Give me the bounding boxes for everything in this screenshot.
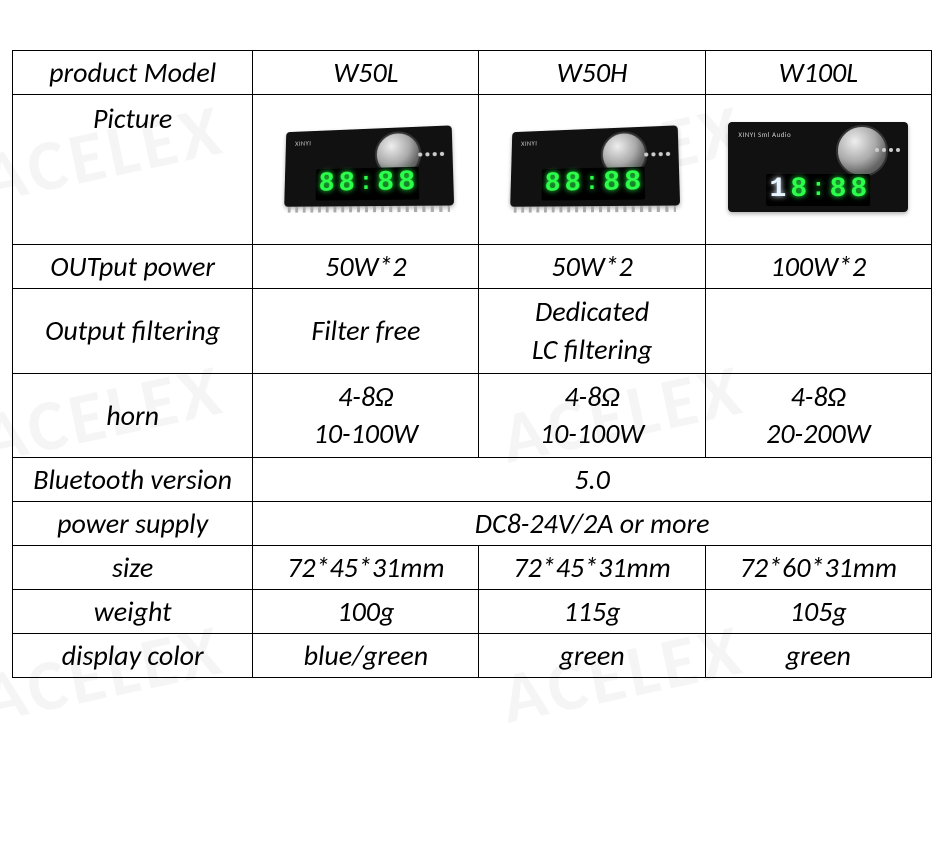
cell-value-merged: DC8-24V/2A or more xyxy=(253,502,932,546)
row-label: display color xyxy=(13,634,253,678)
led-display: 88:88 xyxy=(315,166,418,200)
cell-value: 105g xyxy=(705,590,931,634)
cell-value: 115g xyxy=(479,590,705,634)
led-display: 18:88 xyxy=(767,174,871,206)
device-w100l: XINYI Sml Audio 18:88 xyxy=(728,122,908,212)
row-label: horn xyxy=(13,373,253,458)
picture-w50l: XINYI 88:88 xyxy=(253,95,479,245)
table-row-header: product Model W50L W50H W100L xyxy=(13,51,932,95)
device-brand: XINYI Sml Audio xyxy=(738,130,791,139)
row-label: power supply xyxy=(13,502,253,546)
header-label: product Model xyxy=(13,51,253,95)
pins-icon xyxy=(288,205,450,212)
picture-label: Picture xyxy=(13,95,253,245)
cell-value: blue/green xyxy=(253,634,479,678)
row-label: Bluetooth version xyxy=(13,458,253,502)
header-w50l: W50L xyxy=(253,51,479,95)
device-w50l: XINYI 88:88 xyxy=(281,128,451,206)
cell-value: green xyxy=(705,634,931,678)
table-row-weight: weight 100g 115g 105g xyxy=(13,590,932,634)
pins-icon xyxy=(514,205,676,212)
dots-icon xyxy=(418,151,444,156)
dots-icon xyxy=(875,148,900,152)
table-row-picture: Picture XINYI 88:88 XINYI xyxy=(13,95,932,245)
cell-value: 72*60*31mm xyxy=(705,546,931,590)
table-row-display-color: display color blue/green green green xyxy=(13,634,932,678)
dots-icon xyxy=(644,151,670,156)
header-w50h: W50H xyxy=(479,51,705,95)
row-label: OUTput power xyxy=(13,245,253,289)
cell-value: 50W*2 xyxy=(253,245,479,289)
table-row-horn: horn 4-8Ω10-100W 4-8Ω10-100W 4-8Ω20-200W xyxy=(13,373,932,458)
picture-w100l: XINYI Sml Audio 18:88 xyxy=(705,95,931,245)
table-row-bluetooth: Bluetooth version 5.0 xyxy=(13,458,932,502)
device-w50h: XINYI 88:88 xyxy=(507,128,677,206)
cell-value: green xyxy=(479,634,705,678)
cell-value: DedicatedLC filtering xyxy=(479,289,705,374)
device-brand: XINYI xyxy=(295,138,311,147)
picture-w50h: XINYI 88:88 xyxy=(479,95,705,245)
cell-value: 100g xyxy=(253,590,479,634)
row-label: weight xyxy=(13,590,253,634)
cell-value: 72*45*31mm xyxy=(253,546,479,590)
table-row-output-power: OUTput power 50W*2 50W*2 100W*2 xyxy=(13,245,932,289)
device-brand: XINYI xyxy=(521,138,537,147)
cell-value: 100W*2 xyxy=(705,245,931,289)
row-label: size xyxy=(13,546,253,590)
cell-value: 4-8Ω10-100W xyxy=(253,373,479,458)
cell-value xyxy=(705,289,931,374)
cell-value: Filter free xyxy=(253,289,479,374)
cell-value: 72*45*31mm xyxy=(479,546,705,590)
header-w100l: W100L xyxy=(705,51,931,95)
cell-value: 50W*2 xyxy=(479,245,705,289)
cell-value-merged: 5.0 xyxy=(253,458,932,502)
row-label: Output filtering xyxy=(13,289,253,374)
cell-value: 4-8Ω20-200W xyxy=(705,373,931,458)
led-display: 88:88 xyxy=(542,166,645,200)
table-row-power-supply: power supply DC8-24V/2A or more xyxy=(13,502,932,546)
table-row-output-filtering: Output filtering Filter free DedicatedLC… xyxy=(13,289,932,374)
spec-table: product Model W50L W50H W100L Picture XI… xyxy=(12,50,932,678)
cell-value: 4-8Ω10-100W xyxy=(479,373,705,458)
table-row-size: size 72*45*31mm 72*45*31mm 72*60*31mm xyxy=(13,546,932,590)
